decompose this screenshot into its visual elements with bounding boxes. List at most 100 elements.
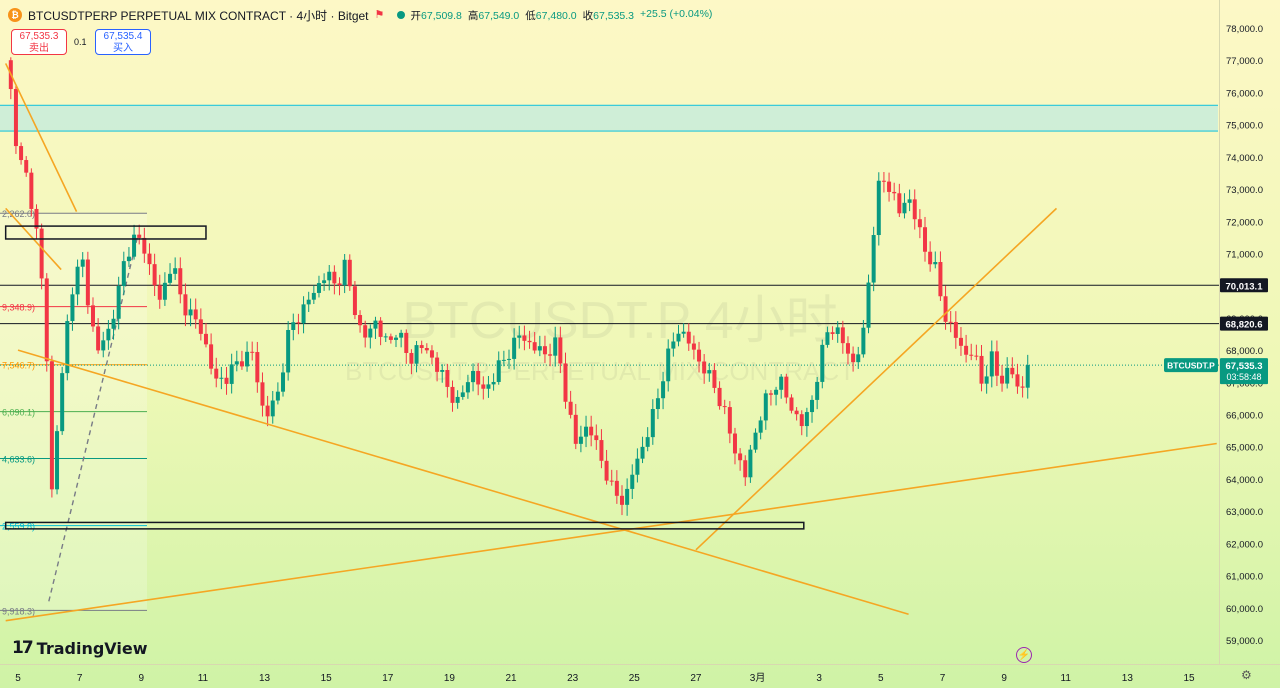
candle-body: [912, 199, 917, 220]
candle-body: [332, 271, 337, 284]
buy-button[interactable]: 67,535.4 买入: [95, 29, 151, 55]
high-label: 高: [467, 9, 479, 22]
candle-body: [101, 340, 106, 351]
candle-body: [152, 264, 157, 286]
candle-body: [49, 361, 54, 490]
candle-body: [60, 373, 65, 432]
candle-body: [388, 336, 393, 340]
candle-body: [527, 340, 532, 343]
chart-header: ₿ BTCUSDTPERP PERPETUAL MIX CONTRACT · 4…: [8, 6, 712, 24]
level-price-tag: [1220, 278, 1268, 293]
candle-body: [789, 397, 794, 411]
candle-body: [799, 414, 804, 427]
candle-body: [85, 259, 90, 306]
watermark-main: BTCUSDT.P 4小时: [402, 292, 837, 350]
candle-body: [753, 432, 758, 450]
candle-body: [203, 333, 208, 345]
candle-body: [111, 318, 116, 329]
candle-body: [640, 446, 645, 459]
sell-price: 67,535.3: [19, 31, 59, 42]
fib-level-label: 2,262.0): [2, 209, 35, 219]
candle-body: [368, 328, 373, 338]
candle-body: [281, 372, 286, 392]
y-tick-label: 65,000.0: [1226, 443, 1263, 454]
candle-body: [840, 327, 845, 344]
buy-price: 67,535.4: [103, 31, 143, 42]
candle-body: [830, 332, 835, 334]
lightning-icon[interactable]: ⚡: [1016, 647, 1032, 663]
candle-body: [363, 325, 368, 338]
settings-gear-icon[interactable]: ⚙: [1241, 668, 1252, 682]
current-price-value: 67,535.3: [1226, 361, 1263, 372]
candle-body: [876, 180, 881, 236]
candle-body: [763, 393, 768, 421]
support-resistance-box: [4, 225, 207, 240]
x-tick-label: 7: [77, 673, 83, 684]
candle-body: [568, 401, 573, 415]
candle-body: [327, 271, 332, 281]
x-tick-label: 9: [138, 673, 144, 684]
sell-label: 卖出: [29, 43, 49, 54]
low-value: 67,480.0: [535, 9, 577, 22]
candle-body: [907, 199, 912, 203]
candle-body: [394, 337, 399, 340]
candle-body: [168, 273, 173, 283]
sell-button[interactable]: 67,535.3 卖出: [11, 29, 67, 55]
candle-body: [270, 400, 275, 417]
candle-body: [614, 480, 619, 496]
candle-body: [496, 360, 501, 382]
candle-body: [666, 348, 671, 382]
level-price-tag-label: 68,820.6: [1226, 320, 1263, 331]
candle-body: [599, 440, 604, 461]
candle-body: [584, 426, 589, 437]
candle-body: [722, 406, 727, 408]
candle-body: [445, 370, 450, 387]
candle-body: [229, 364, 234, 384]
symbol-title[interactable]: BTCUSDTPERP PERPETUAL MIX CONTRACT · 4小时…: [28, 8, 369, 23]
candle-body: [116, 285, 121, 319]
candle-body: [337, 283, 342, 286]
y-tick-label: 71,000.0: [1226, 249, 1263, 260]
candle-body: [948, 321, 953, 323]
candle-body: [471, 370, 476, 383]
candle-body: [106, 328, 111, 341]
flag-icon[interactable]: ⚑: [374, 9, 385, 21]
fib-level-label: 6,090.1): [2, 408, 35, 418]
level-price-tag: [1220, 316, 1268, 331]
tradingview-logo[interactable]: 17 TradingView: [12, 638, 148, 658]
x-tick-label: 11: [198, 673, 209, 684]
candle-body: [630, 474, 635, 489]
candle-body: [126, 256, 131, 262]
candle-body: [897, 193, 902, 214]
candle-body: [424, 348, 429, 351]
candle-body: [506, 358, 511, 360]
fib-level-label: 4,633.6): [2, 455, 35, 465]
candle-body: [322, 280, 327, 284]
candle-body: [383, 336, 388, 338]
candle-body: [542, 346, 547, 355]
candle-body: [691, 343, 696, 350]
candle-body: [702, 361, 707, 374]
symbol-tag: [1164, 358, 1218, 373]
candle-body: [311, 292, 316, 300]
level-price-tag-label: 70,013.1: [1226, 281, 1264, 292]
candle-body: [65, 321, 70, 374]
fib-level-label: 2,559.8): [2, 522, 35, 532]
candle-body: [969, 354, 974, 356]
candle-body: [845, 343, 850, 354]
x-tick-label: 5: [878, 673, 884, 684]
candle-body: [604, 460, 609, 481]
y-tick-label: 75,000.0: [1226, 121, 1263, 132]
candle-body: [265, 405, 270, 417]
candle-body: [183, 294, 188, 316]
fib-level-label: 7,546.7): [2, 361, 35, 371]
candle-body: [625, 488, 630, 505]
candle-body: [748, 449, 753, 478]
watermark-sub: BTCUSDT.P PERPETUAL MIX CONTRACT: [345, 356, 855, 386]
y-tick-label: 76,000.0: [1226, 88, 1263, 99]
fib-level-label: 9,348.9): [2, 303, 35, 313]
x-tick-label: 23: [567, 673, 579, 684]
candle-body: [866, 282, 871, 328]
candle-body: [619, 495, 624, 505]
